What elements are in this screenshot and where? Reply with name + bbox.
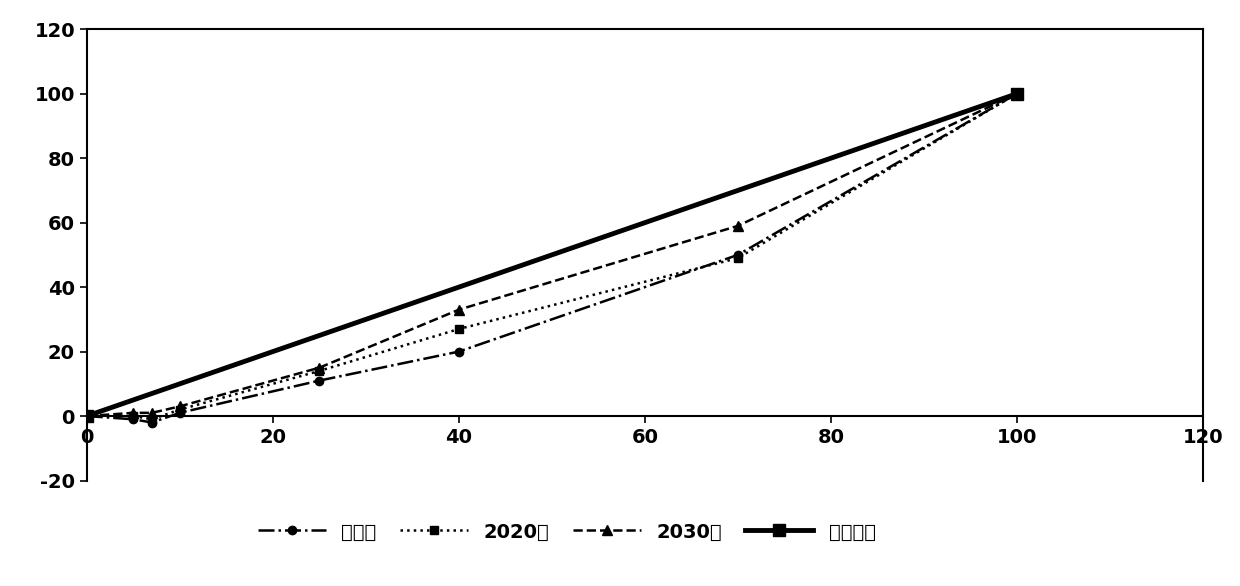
2020年 (126, 413, 141, 420)
基准年 (730, 251, 745, 258)
基准年 (451, 348, 466, 355)
2020年 (451, 326, 466, 333)
2020年 (730, 255, 745, 262)
2020年 (145, 416, 160, 423)
2030年 (172, 403, 187, 410)
Legend: 基准年, 2020年, 2030年, 公平曲线: 基准年, 2020年, 2030年, 公平曲线 (248, 512, 885, 552)
2030年 (145, 410, 160, 417)
基准年 (79, 413, 94, 420)
2030年 (730, 223, 745, 230)
2020年 (172, 406, 187, 413)
2030年 (312, 364, 327, 372)
基准年 (312, 377, 327, 384)
2030年 (451, 306, 466, 314)
Line: 2030年: 2030年 (82, 89, 1022, 421)
基准年 (126, 416, 141, 423)
2020年 (312, 367, 327, 374)
基准年 (172, 410, 187, 417)
2020年 (1009, 90, 1024, 97)
2030年 (1009, 90, 1024, 97)
2030年 (79, 413, 94, 420)
2030年 (126, 410, 141, 417)
2020年 (79, 413, 94, 420)
Line: 2020年: 2020年 (83, 90, 1021, 424)
基准年 (145, 419, 160, 426)
Line: 基准年: 基准年 (83, 90, 1021, 427)
基准年 (1009, 90, 1024, 97)
